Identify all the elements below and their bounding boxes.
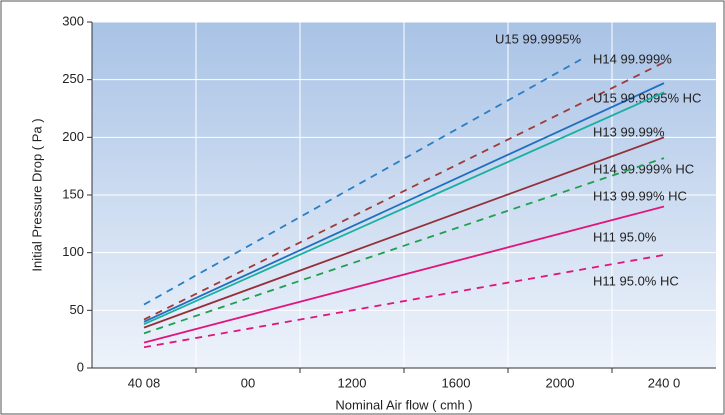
series-label: H11 95.0% xyxy=(593,229,657,244)
x-tick-label: 00 xyxy=(241,375,255,390)
series-label: H14 99.999% xyxy=(593,51,672,66)
x-axis-title: Nominal Air flow ( cmh ) xyxy=(335,397,472,412)
series-line xyxy=(143,157,665,335)
y-tick-label: 250 xyxy=(62,71,84,86)
series-label: H13 99.99% HC xyxy=(593,188,687,203)
series-line xyxy=(143,205,665,344)
y-tick-label: 0 xyxy=(77,359,84,374)
x-tick-label: 1200 xyxy=(338,375,367,390)
x-tick-label: 240 0 xyxy=(648,375,681,390)
y-axis-title: Initial Pressure Drop ( Pa ) xyxy=(29,118,44,271)
y-tick-label: 300 xyxy=(62,13,84,28)
series-line xyxy=(143,91,665,325)
y-tick-label: 200 xyxy=(62,129,84,144)
series-line xyxy=(143,55,587,306)
series-label: U15 99.9995% xyxy=(495,31,581,46)
series-line xyxy=(143,82,665,323)
series-line xyxy=(143,254,665,349)
x-tick-label: 1600 xyxy=(442,375,471,390)
y-tick-label: 50 xyxy=(70,302,84,317)
series-label: H13 99.99% xyxy=(593,124,665,139)
y-tick-label: 150 xyxy=(62,186,84,201)
series-label: U15 99.9995% HC xyxy=(593,90,701,105)
y-tick-label: 100 xyxy=(62,244,84,259)
x-tick-label: 2000 xyxy=(546,375,575,390)
series-line xyxy=(143,61,665,321)
series-line xyxy=(143,136,665,329)
series-label: H14 99.999% HC xyxy=(593,161,694,176)
x-tick-label: 40 08 xyxy=(128,375,161,390)
series-label: H11 95.0% HC xyxy=(593,273,679,288)
